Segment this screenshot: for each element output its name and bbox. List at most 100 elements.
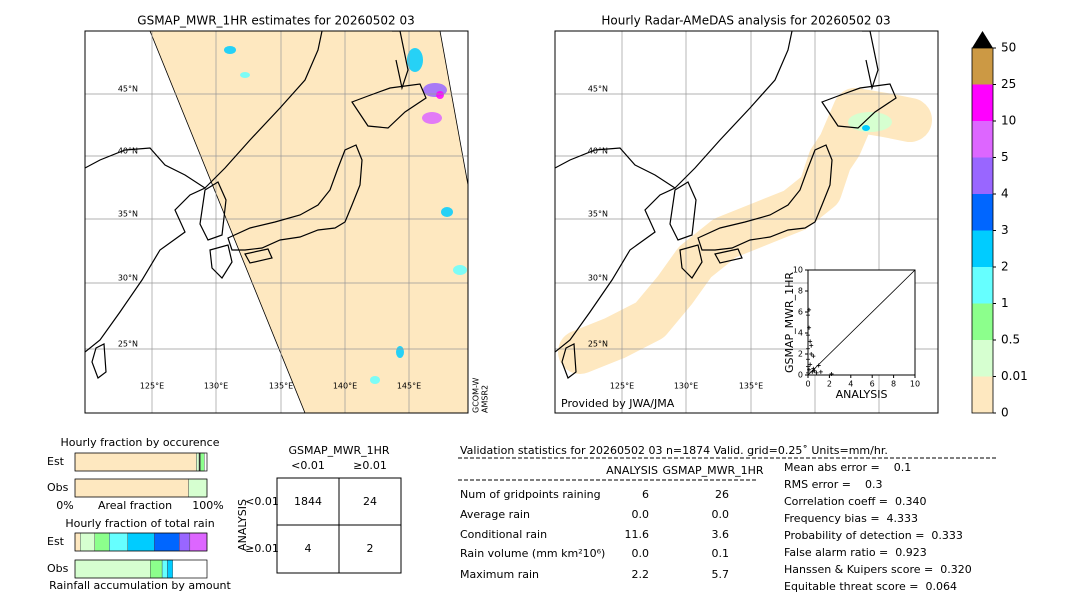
stats-value: 0.1 [712, 547, 730, 560]
fraction-segment [200, 452, 205, 472]
coast [697, 144, 833, 251]
rain-area [396, 346, 404, 358]
y-axis-label: GSMAP_MWR_1HR [783, 272, 796, 373]
coast [392, 31, 409, 91]
lon-label: 125°E [140, 382, 164, 391]
coast [85, 147, 207, 353]
x-tick-label: 8 [891, 380, 896, 389]
map-content [555, 31, 938, 413]
col-header: ANALYSIS [606, 464, 658, 477]
coast [674, 31, 793, 189]
colorbar-label: 4 [1001, 187, 1009, 201]
bar-frame [74, 452, 208, 472]
bar-frame [74, 559, 208, 579]
row-label: Est [47, 535, 65, 548]
x-tick-label: 6 [870, 380, 875, 389]
lat-label: 40°N [118, 147, 138, 156]
score: Hanssen & Kuipers score = 0.320 [784, 563, 972, 576]
stats-value: 5.7 [712, 568, 730, 581]
fraction-segment [74, 532, 81, 552]
axis-label: Areal fraction [98, 499, 172, 512]
coast [714, 248, 743, 264]
y-tick-label: 0 [798, 371, 803, 380]
col-header: GSMAP_MWR_1HR [662, 464, 763, 477]
colorbar-label: 0.5 [1001, 333, 1020, 347]
score: Correlation coeff = 0.340 [784, 495, 926, 508]
stats-label: Rain volume (mm km²10⁶) [460, 547, 605, 560]
scatter-point [811, 366, 816, 371]
scatter-point [806, 346, 810, 351]
table-title: GSMAP_MWR_1HR [288, 444, 389, 457]
x-tick-label: 0 [805, 380, 810, 389]
colorbar-extend [972, 31, 993, 48]
colorbar-label: 10 [1001, 114, 1016, 128]
side-label: GCOM-W [472, 377, 481, 413]
coast [862, 31, 879, 91]
lon-label: 130°E [204, 382, 228, 391]
lat-label: 35°N [588, 210, 608, 219]
fraction-segment [167, 559, 173, 579]
stats-value: 0.0 [632, 547, 650, 560]
y-tick-label: 10 [793, 266, 803, 275]
coast [199, 181, 227, 241]
coast [91, 343, 107, 379]
right-map-title: Hourly Radar-AMeDAS analysis for 2026050… [601, 14, 890, 28]
diagonal [807, 269, 916, 376]
fraction-segment [94, 532, 110, 552]
colorbar-segment [972, 157, 993, 194]
scatter-point [807, 367, 812, 372]
coast [669, 181, 697, 241]
fraction-segment [74, 559, 151, 579]
fraction-segment [196, 452, 200, 472]
scatter-point [809, 352, 814, 356]
stats-value: 0.0 [632, 508, 650, 521]
credit: Provided by JWA/JMA [561, 397, 675, 410]
scatter-point [806, 370, 810, 375]
lat-label: 30°N [588, 274, 608, 283]
lon-label: 135°E [739, 382, 763, 391]
lat-label: 35°N [118, 210, 138, 219]
rain-area [453, 265, 467, 275]
stats-value: 2.2 [632, 568, 650, 581]
lon-label: 140°E [333, 382, 357, 391]
stats-value: 26 [715, 488, 729, 501]
colorbar-label: 3 [1001, 223, 1009, 237]
coast [821, 83, 897, 129]
scatter-point [808, 362, 813, 367]
left-map-title: GSMAP_MWR_1HR estimates for 20260502 03 [137, 14, 414, 28]
stats-value: 0.0 [712, 508, 730, 521]
colorbar-label: 0.01 [1001, 369, 1028, 383]
lat-label: 45°N [118, 85, 138, 94]
fraction-segment [153, 532, 180, 552]
lon-label: 145°E [397, 382, 421, 391]
colorbar-label: 2 [1001, 260, 1009, 274]
map-frame [554, 30, 939, 414]
y-tick-label: 4 [798, 329, 803, 338]
colorbar-segment [972, 267, 993, 304]
lat-label: 25°N [118, 340, 138, 349]
fraction-segment [74, 452, 197, 472]
score: RMS error = 0.3 [784, 478, 882, 491]
table-cell: 4 [305, 542, 312, 555]
rain-area [422, 112, 442, 124]
colorbar-segment [972, 376, 993, 413]
rain-area [436, 91, 444, 99]
scatter-point [829, 371, 834, 376]
scatter-point [806, 333, 810, 338]
x-tick-label: 2 [827, 380, 832, 389]
y-tick-label: 2 [798, 350, 803, 359]
rain-area [224, 46, 236, 54]
map: 45°N 40°N 35°N 30°N 25°N 125°E 130°E 135°E 140°E… [84, 30, 469, 414]
coast [679, 244, 703, 279]
fraction-title: Hourly fraction by occurence [61, 436, 220, 449]
side-label: AMSR2 [481, 385, 490, 413]
coast [209, 244, 233, 279]
coast [227, 144, 363, 251]
scatter-point [806, 313, 810, 318]
score: Equitable threat score = 0.064 [784, 580, 957, 593]
colorbar-segment [972, 230, 993, 267]
fraction-segment [161, 559, 168, 579]
scatter-point [811, 354, 816, 359]
scatter-point [807, 325, 812, 330]
